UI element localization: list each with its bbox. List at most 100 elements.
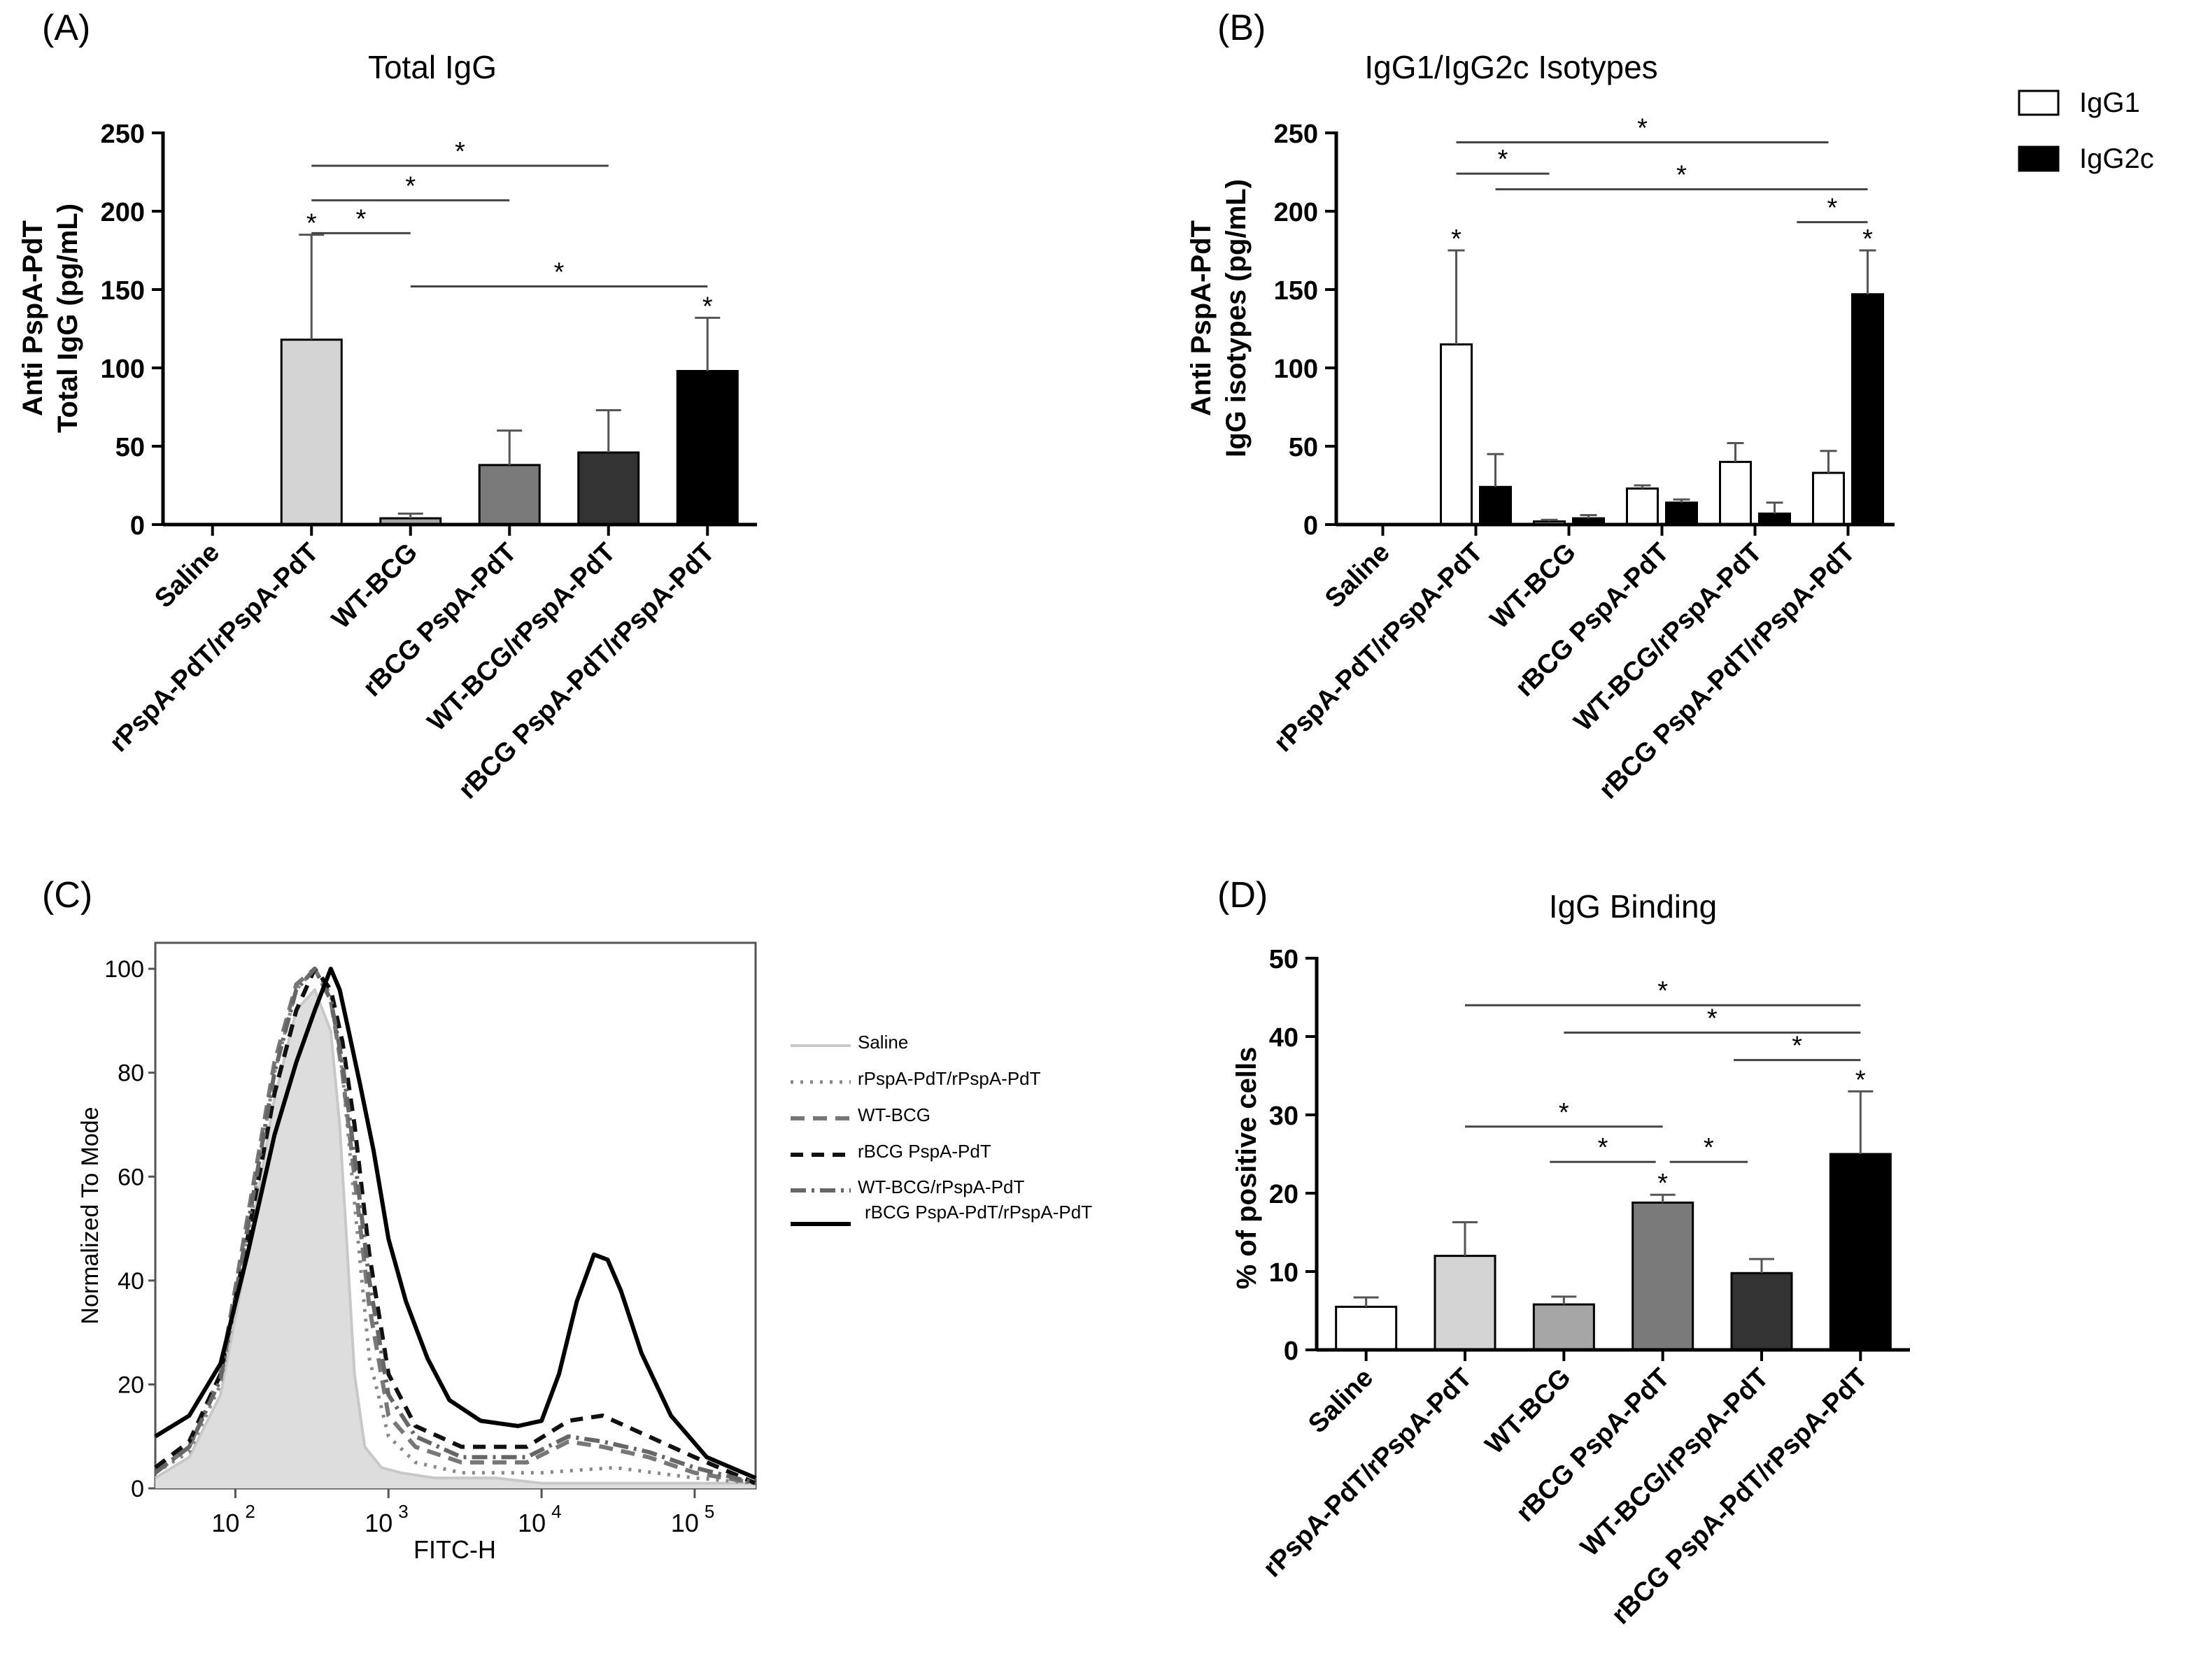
c-y-tick-label: 20: [118, 1372, 144, 1398]
a-significance-star: *: [405, 171, 416, 201]
chart-title: IgG1/IgG2c Isotypes: [1364, 49, 1657, 85]
a-significance-star: *: [356, 204, 367, 234]
bar: [676, 369, 739, 526]
panel-a-chart: Total IgG Anti PspA-PdT Total IgG (pg/mL) *…: [17, 49, 757, 805]
a-category-label: WT-BCG: [326, 538, 423, 635]
bar: [1632, 1201, 1694, 1351]
a-category-label: Saline: [149, 538, 225, 614]
d-category-label: WT-BCG: [1480, 1363, 1577, 1460]
b-category-label: WT-BCG/rPspA-PdT: [1569, 538, 1768, 737]
a-category-label: rPspA-PdT/rPspA-PdT: [104, 538, 325, 758]
b-y-tick-label: 150: [1274, 276, 1318, 306]
a-y-tick-label: 150: [101, 276, 145, 306]
histogram-line: [154, 967, 757, 1486]
histogram-line: [154, 967, 757, 1480]
b-y-tick-label: 100: [1274, 355, 1318, 384]
igg2c-bar: [1665, 501, 1698, 526]
legend-label-igg2c: IgG2c: [2079, 143, 2154, 174]
panel-d: (D) IgG Binding % of positive cells * * 0 10 2…: [1189, 860, 2194, 1677]
igg2c-bar: [1851, 293, 1884, 526]
d-y-tick-label: 40: [1269, 1023, 1298, 1053]
c-x-tick-exponent: 4: [551, 1501, 561, 1522]
c-x-tick-base: 10: [211, 1509, 239, 1537]
d-y-tick-label: 30: [1269, 1102, 1298, 1131]
bar-star: *: [1657, 1169, 1668, 1198]
a-significance-star: *: [554, 258, 565, 287]
c-y-tick-label: 40: [118, 1268, 144, 1295]
legend-label: rBCG PspA-PdT: [858, 1141, 991, 1162]
bar: [280, 339, 343, 526]
legend-swatch-igg1: [2018, 90, 2060, 116]
panel-a-label: (A): [42, 8, 91, 48]
b-y-tick-label: 0: [1303, 511, 1318, 541]
bar: [577, 451, 640, 526]
c-x-tick-base: 10: [671, 1509, 699, 1537]
a-y-tick-label: 200: [101, 198, 145, 227]
b-significance-star: *: [1676, 161, 1687, 190]
igg1-bar: [1440, 343, 1473, 526]
a-y-tick-label: 0: [130, 511, 145, 541]
legend-label-igg1: IgG1: [2079, 87, 2140, 118]
legend-label: rPspA-PdT/rPspA-PdT: [858, 1068, 1041, 1089]
chart-title: IgG Binding: [1549, 888, 1717, 925]
panel-c-label: (C): [42, 875, 93, 916]
y-axis-label-line2: Total IgG (pg/mL): [52, 204, 83, 433]
legend-swatch-igg2c: [2018, 145, 2060, 172]
y-axis-label: Normalized To Mode: [77, 1106, 104, 1324]
panel-b: (B) IgG1/IgG2c Isotypes Anti PspA-PdT IgG …: [1091, 0, 2194, 860]
y-axis-label-line2: IgG isotypes (pg/mL): [1221, 179, 1252, 457]
legend-label: WT-BCG: [858, 1104, 930, 1125]
panel-b-label: (B): [1217, 8, 1266, 48]
d-significance-star: *: [1704, 1133, 1714, 1162]
panel-d-label: (D): [1217, 875, 1268, 916]
bar-star: *: [1451, 225, 1462, 254]
igg1-bar: [1626, 487, 1659, 526]
panel-c: (C) 0 20 40 60 80 100 10 2 10 3 10 4 10 5 FITC-H Normal…: [0, 860, 1189, 1677]
c-x-tick-exponent: 5: [705, 1501, 714, 1522]
b-significance-star: *: [1827, 194, 1838, 223]
a-significance-star: *: [455, 137, 465, 166]
y-axis-label-line1: Anti PspA-PdT: [17, 220, 48, 416]
bar-star: *: [702, 292, 713, 321]
panel-b-chart: IgG1/IgG2c Isotypes Anti PspA-PdT IgG isot…: [1186, 49, 2154, 805]
legend-label: Saline: [858, 1032, 908, 1053]
d-significance-star: *: [1598, 1133, 1608, 1162]
d-y-tick-label: 10: [1269, 1258, 1298, 1288]
bar-star: *: [1862, 225, 1873, 254]
a-category-label: WT-BCG/rPspA-PdT: [422, 538, 621, 737]
bar-star: *: [306, 209, 317, 239]
d-significance-star: *: [1559, 1098, 1569, 1127]
d-significance-star: *: [1792, 1032, 1802, 1061]
b-category-label: Saline: [1319, 538, 1396, 614]
histogram-fill: [155, 989, 756, 1488]
d-category-label: WT-BCG/rPspA-PdT: [1575, 1363, 1774, 1562]
d-y-tick-label: 0: [1284, 1337, 1298, 1366]
c-y-tick-label: 60: [118, 1164, 144, 1190]
panel-a: (A) Total IgG Anti PspA-PdT Total IgG (pg/…: [0, 0, 1091, 860]
d-y-tick-label: 20: [1269, 1180, 1298, 1209]
c-y-tick-label: 80: [118, 1060, 144, 1087]
c-x-tick-base: 10: [365, 1509, 392, 1537]
panel-d-chart: IgG Binding % of positive cells * * 0 10 20 30 4…: [1231, 888, 1910, 1630]
bar: [478, 464, 541, 526]
a-y-tick-label: 250: [101, 120, 145, 149]
c-x-tick-exponent: 2: [245, 1501, 255, 1522]
chart-title: Total IgG: [368, 49, 497, 85]
d-category-label: Saline: [1303, 1363, 1379, 1439]
bar: [1532, 1303, 1595, 1351]
legend-label: WT-BCG/rPspA-PdT: [858, 1176, 1024, 1197]
y-axis-label-line1: Anti PspA-PdT: [1186, 220, 1217, 416]
b-significance-star: *: [1498, 145, 1508, 174]
igg2c-bar: [1479, 485, 1512, 526]
y-axis-label: % of positive cells: [1231, 1047, 1262, 1290]
bar: [1434, 1255, 1496, 1351]
d-significance-star: *: [1657, 976, 1668, 1006]
igg1-bar: [1719, 460, 1752, 526]
histogram-line: [154, 967, 756, 1486]
b-y-tick-label: 200: [1274, 198, 1318, 227]
x-axis-label: FITC-H: [413, 1535, 496, 1564]
a-y-tick-label: 50: [115, 433, 145, 462]
b-y-tick-label: 250: [1274, 120, 1318, 149]
c-y-tick-label: 100: [104, 956, 144, 983]
